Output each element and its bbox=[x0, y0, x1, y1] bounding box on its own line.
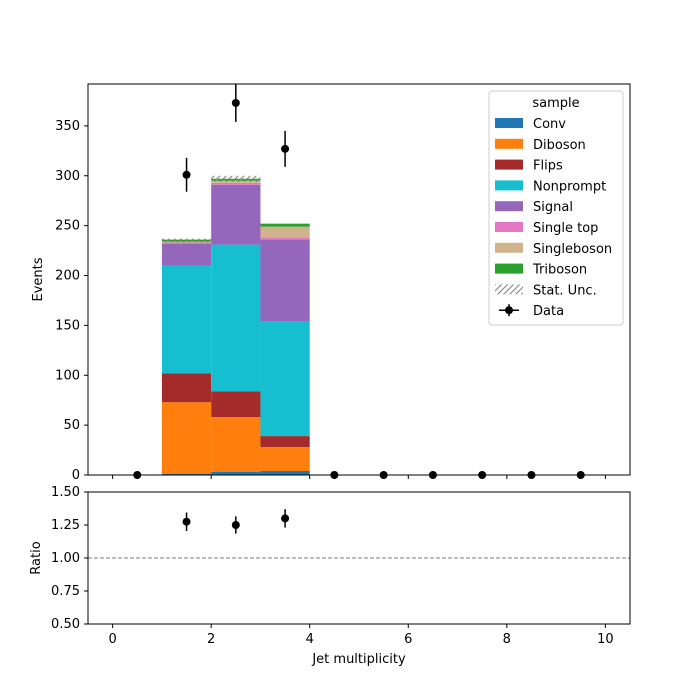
legend-swatch-data bbox=[505, 306, 513, 315]
bar-conv-bin-1 bbox=[211, 472, 261, 475]
x-tick-label-4: 4 bbox=[306, 632, 314, 647]
legend-label-signal: Signal bbox=[533, 200, 573, 215]
legend: sample Conv Diboson Flips Nonprompt Signal Sin… bbox=[488, 90, 624, 326]
bar-conv-bin-2 bbox=[260, 471, 310, 475]
bar-signal-bin-2 bbox=[260, 239, 310, 322]
legend-label-triboson: Triboson bbox=[532, 263, 587, 278]
data-point-3 bbox=[281, 144, 290, 153]
bar-single-top-bin-0 bbox=[161, 242, 212, 244]
ratio-y-label: Ratio bbox=[29, 541, 44, 574]
x-tick-label-2: 2 bbox=[207, 632, 215, 647]
legend-swatch-nonprompt bbox=[495, 180, 523, 191]
stat-unc-band-0 bbox=[161, 238, 212, 243]
ratio-y-tick-label-1.00: 1.00 bbox=[51, 551, 80, 566]
data-point-1 bbox=[182, 170, 191, 179]
y-tick-label-100: 100 bbox=[55, 368, 80, 383]
ratio-point-2 bbox=[281, 514, 290, 523]
ratio-y-tick-label-0.50: 0.50 bbox=[51, 617, 80, 632]
y-tick-label-200: 200 bbox=[55, 269, 80, 284]
legend-swatch-conv bbox=[495, 118, 523, 128]
main-panel: 0 50 100 150 200 250 300 350 Events bbox=[31, 83, 631, 483]
y-tick-label-300: 300 bbox=[55, 169, 80, 184]
legend-swatch-singleboson bbox=[495, 242, 523, 253]
y-tick-label-150: 150 bbox=[55, 318, 80, 333]
y-tick-label-0: 0 bbox=[72, 468, 80, 483]
main-axes-frame bbox=[87, 83, 631, 476]
legend-label-diboson: Diboson bbox=[533, 138, 586, 153]
legend-label-flips: Flips bbox=[533, 159, 563, 174]
bar-nonprompt-bin-0 bbox=[161, 265, 212, 374]
ratio-y-tick-label-1.50: 1.50 bbox=[51, 485, 80, 500]
bar-nonprompt-bin-1 bbox=[211, 244, 261, 392]
legend-title: sample bbox=[532, 96, 579, 111]
x-tick-label-6: 6 bbox=[404, 632, 412, 647]
legend-swatch-triboson bbox=[495, 263, 523, 274]
bar-singleboson-bin-2 bbox=[260, 226, 310, 238]
bar-diboson-bin-2 bbox=[260, 447, 310, 472]
y-tick-label-50: 50 bbox=[63, 418, 80, 433]
legend-label-conv: Conv bbox=[533, 117, 566, 132]
bar-single-top-bin-2 bbox=[260, 237, 310, 240]
legend-swatch-stat-unc bbox=[495, 284, 523, 295]
legend-label-singleboson: Singleboson bbox=[533, 242, 612, 257]
ratio-point-1 bbox=[231, 521, 240, 529]
bar-single-top-bin-1 bbox=[211, 182, 261, 185]
main-y-label: Events bbox=[31, 257, 46, 301]
x-axis-label: Jet multiplicity bbox=[311, 652, 406, 667]
y-tick-label-250: 250 bbox=[55, 219, 80, 234]
bar-signal-bin-1 bbox=[211, 184, 261, 245]
data-point-2 bbox=[231, 98, 240, 107]
legend-swatch-signal bbox=[495, 201, 523, 212]
legend-label-nonprompt: Nonprompt bbox=[533, 179, 606, 194]
legend-label-data: Data bbox=[533, 304, 564, 319]
ratio-y-tick-label-0.75: 0.75 bbox=[51, 584, 80, 599]
bar-signal-bin-0 bbox=[161, 243, 212, 266]
legend-swatch-diboson bbox=[495, 138, 523, 149]
legend-swatch-single-top bbox=[495, 222, 523, 232]
y-tick-label-350: 350 bbox=[55, 119, 80, 134]
bar-diboson-bin-0 bbox=[161, 402, 212, 475]
legend-label-single-top: Single top bbox=[533, 221, 598, 236]
bar-flips-bin-2 bbox=[260, 436, 310, 448]
stat-unc-band-1 bbox=[211, 175, 261, 182]
bar-nonprompt-bin-2 bbox=[260, 321, 310, 437]
ratio-panel: 0.50 0.75 1.00 1.25 1.50 0 2 4 6 8 10 Ratio Jet mult… bbox=[29, 485, 631, 667]
x-tick-label-10: 10 bbox=[597, 632, 614, 647]
bar-triboson-bin-2 bbox=[260, 223, 310, 227]
x-tick-label-8: 8 bbox=[503, 632, 511, 647]
bar-flips-bin-0 bbox=[161, 373, 212, 403]
ratio-point-0 bbox=[182, 517, 191, 526]
legend-label-stat-unc: Stat. Unc. bbox=[533, 283, 597, 298]
legend-swatch-flips bbox=[495, 159, 523, 170]
bar-flips-bin-1 bbox=[211, 391, 261, 418]
x-tick-label-0: 0 bbox=[108, 632, 116, 647]
bar-diboson-bin-1 bbox=[211, 417, 261, 473]
ratio-y-tick-label-1.25: 1.25 bbox=[51, 518, 80, 533]
